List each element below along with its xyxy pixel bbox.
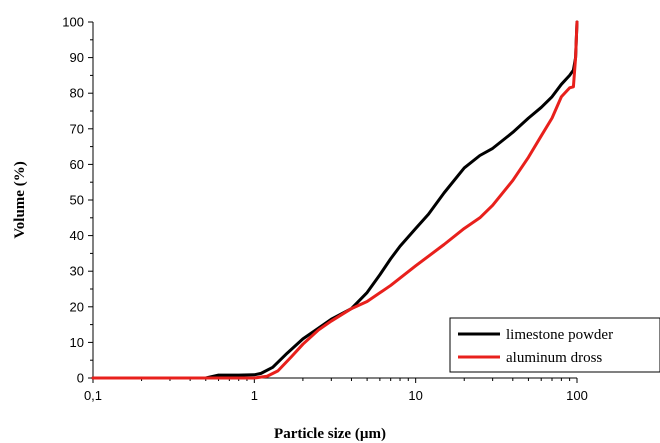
y-tick-label: 40 <box>70 228 84 243</box>
series-line-aluminum-dross <box>91 20 579 380</box>
y-tick-label: 30 <box>70 264 84 279</box>
y-tick-label: 70 <box>70 121 84 136</box>
y-tick-label: 90 <box>70 50 84 65</box>
x-tick-label: 100 <box>566 388 588 403</box>
legend-label: limestone powder <box>506 327 613 343</box>
axes: 0 10 20 30 40 50 60 70 80 90 100 0,1 1 10 100 <box>62 15 588 404</box>
x-tick-label: 0,1 <box>84 388 102 403</box>
y-axis-title: Volume (%) <box>12 161 28 238</box>
legend-box <box>449 317 660 373</box>
legend: limestone powder aluminum dross <box>449 317 660 373</box>
series-line-limestone-powder <box>91 20 579 380</box>
x-axis-title: Particle size (µm) <box>274 426 386 442</box>
x-tick-label: 1 <box>251 388 258 403</box>
y-tick-label: 80 <box>70 86 84 101</box>
y-tick-label: 20 <box>70 299 84 314</box>
legend-label: aluminum dross <box>506 350 602 366</box>
series-layer <box>91 20 579 380</box>
y-tick-label: 100 <box>62 15 84 30</box>
y-tick-label: 10 <box>70 335 84 350</box>
y-tick-label: 60 <box>70 157 84 172</box>
y-tick-label: 50 <box>70 193 84 208</box>
x-tick-label: 10 <box>408 388 422 403</box>
y-tick-label: 0 <box>77 371 84 386</box>
